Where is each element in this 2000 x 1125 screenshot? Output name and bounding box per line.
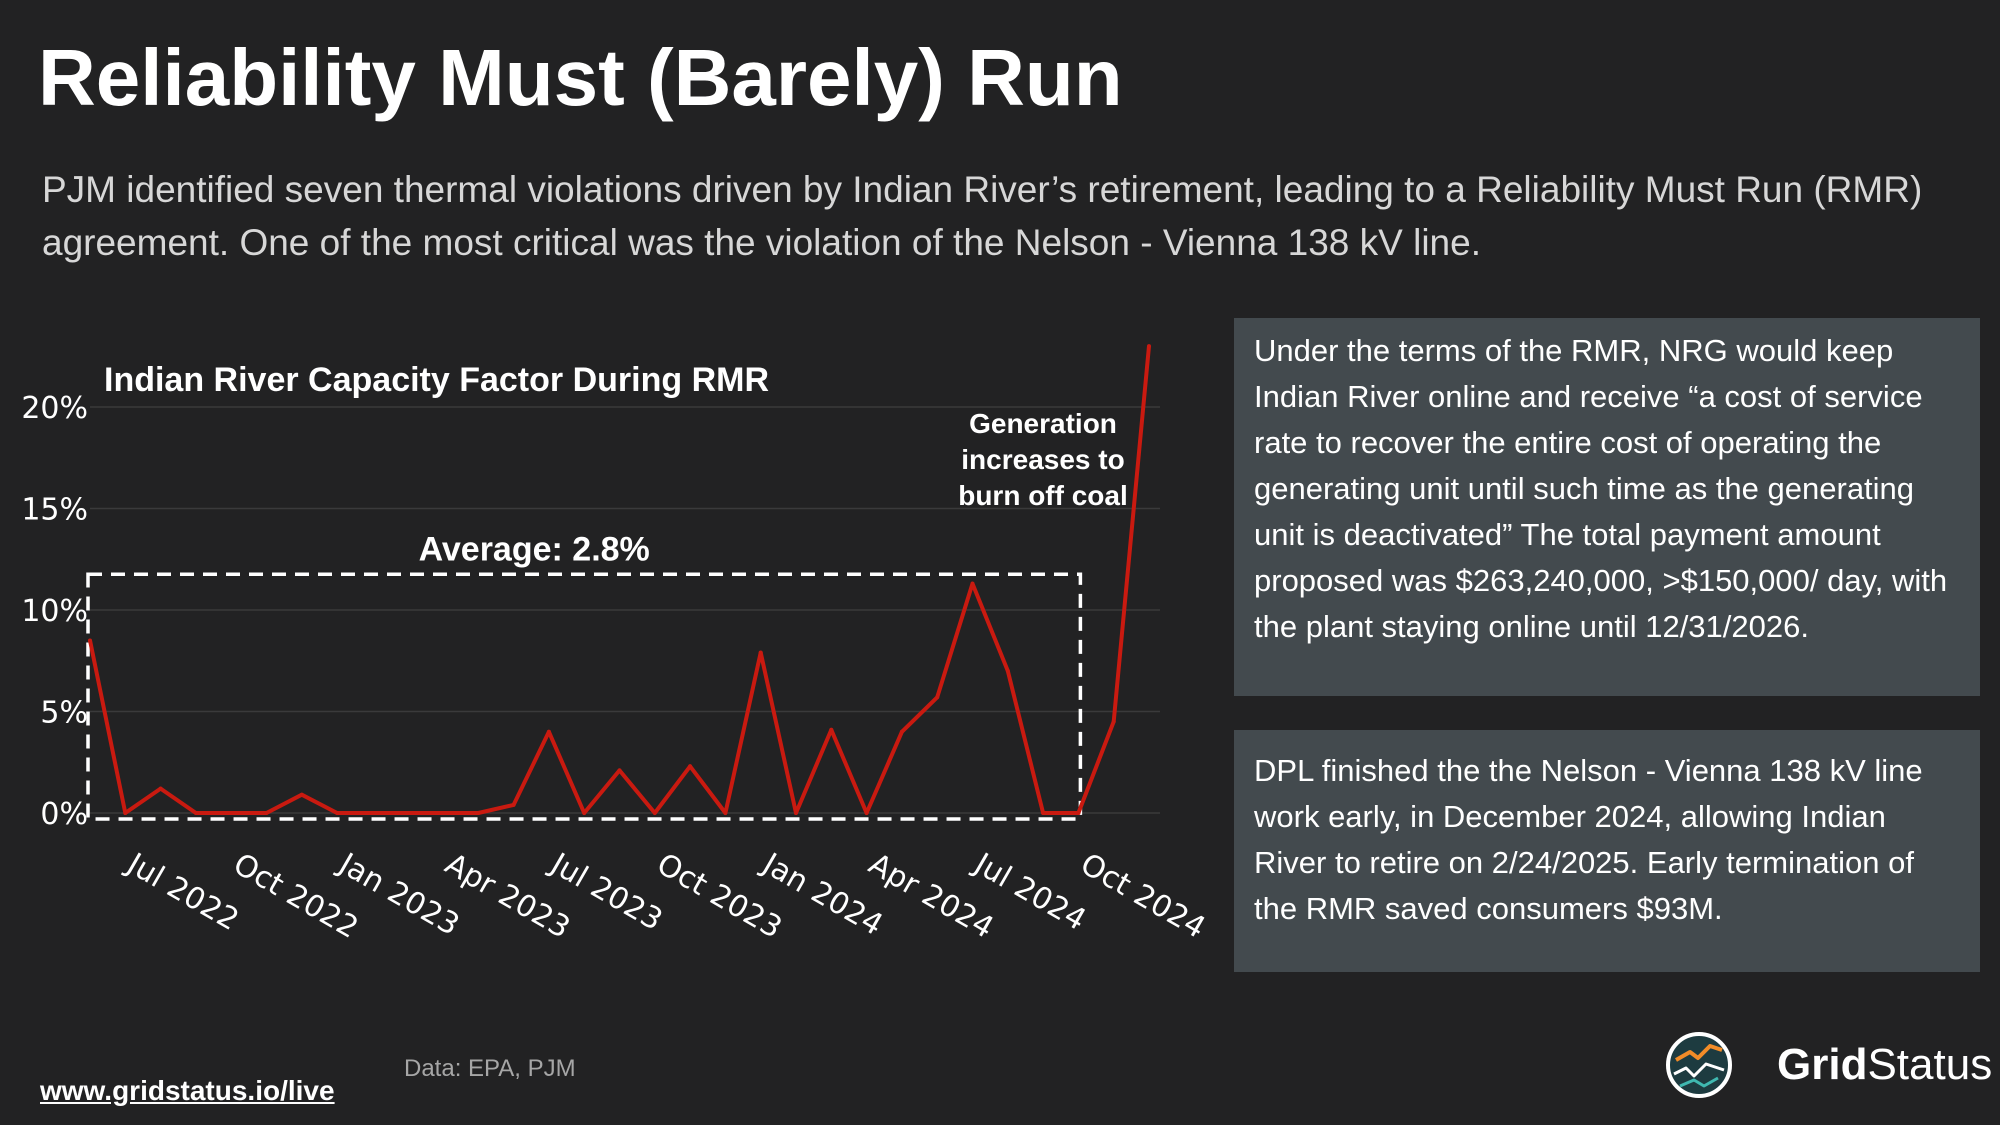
data-point (405, 811, 410, 815)
logo-word-grid: Grid (1777, 1040, 1868, 1089)
grid-status-logo (1666, 1032, 1732, 1098)
y-tick-label: 5% (40, 696, 88, 731)
data-point (829, 727, 834, 732)
data-point (688, 764, 693, 769)
data-point (335, 811, 340, 815)
data-point (723, 811, 728, 815)
data-point (1005, 668, 1010, 673)
average-label: Average: 2.8% (419, 530, 650, 568)
y-tick-label: 10% (21, 594, 88, 629)
data-point (476, 811, 481, 815)
page-title: Reliability Must (Barely) Run (38, 33, 1123, 122)
annotation-line-2: increases to (961, 444, 1124, 475)
logo-word-status: Status (1867, 1040, 1993, 1089)
data-point (441, 811, 445, 815)
data-point (864, 811, 869, 815)
data-point (193, 811, 198, 815)
data-point (758, 650, 763, 655)
data-point (88, 638, 92, 643)
data-points (88, 344, 1151, 815)
chart-title: Indian River Capacity Factor During RMR (104, 361, 769, 399)
data-point (582, 811, 587, 815)
data-point (511, 802, 516, 807)
page-subtitle: PJM identified seven thermal violations … (42, 169, 1923, 263)
capacity-factor-chart: 0% 5% 10% 15% 20% Jul 2022 Oct 2022 Jan 2023 Ap… (0, 300, 1225, 1020)
data-point (370, 811, 375, 815)
annotation: Generation increases to burn off coal (958, 408, 1128, 511)
y-tick-label: 15% (21, 493, 88, 528)
data-point (229, 811, 234, 815)
data-point (299, 792, 304, 797)
y-tick-label: 20% (21, 391, 88, 426)
annotation-line-1: Generation (969, 408, 1117, 439)
data-point (264, 811, 269, 815)
data-point (617, 768, 622, 773)
data-point (970, 581, 975, 586)
grid-status-wordmark: GridStatus (1777, 1040, 1992, 1090)
data-point (899, 729, 904, 734)
data-point (1041, 811, 1046, 815)
data-point (1111, 719, 1116, 724)
data-point (158, 786, 163, 791)
x-tick-label: Jul 2022 (120, 846, 245, 938)
data-point (1147, 344, 1151, 349)
y-tick-labels: 0% 5% 10% 15% 20% (21, 391, 88, 832)
gridlines (90, 406, 1160, 814)
average-box (86, 572, 1083, 821)
grid-status-logo-icon (1666, 1032, 1732, 1098)
x-tick-label: Oct 2024 (1074, 847, 1211, 946)
data-point (794, 811, 798, 815)
data-point (546, 729, 551, 734)
data-point (652, 811, 657, 815)
y-tick-label: 0% (40, 797, 88, 832)
early-termination-box: DPL finished the the Nelson - Vienna 138… (1234, 730, 1980, 972)
annotation-line-3: burn off coal (958, 480, 1128, 511)
rmr-terms-box: Under the terms of the RMR, NRG would ke… (1234, 318, 1980, 696)
gridstatus-live-link[interactable]: www.gridstatus.io/live (40, 1075, 335, 1106)
data-source: Data: EPA, PJM (404, 1055, 576, 1082)
data-point (123, 811, 128, 815)
data-point (935, 695, 940, 700)
data-point (1076, 811, 1081, 815)
